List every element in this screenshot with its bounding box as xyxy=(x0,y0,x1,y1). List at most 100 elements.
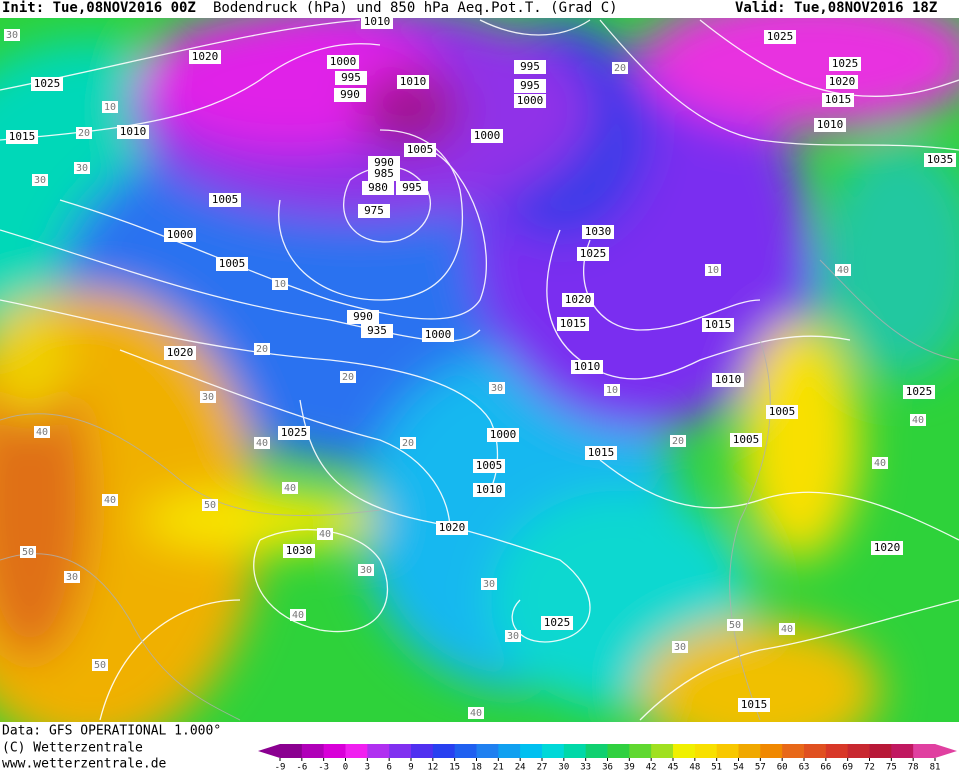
isobar-label-bg xyxy=(283,544,315,558)
theta-label: 30 xyxy=(34,175,46,186)
isobar-label: 980 xyxy=(368,181,388,194)
isobar-label-bg xyxy=(164,228,196,242)
theta-label: 40 xyxy=(781,624,793,635)
theta-label: 40 xyxy=(256,438,268,449)
theta-label-bg xyxy=(872,457,888,469)
isobar-label: 1035 xyxy=(927,153,954,166)
isobar-label: 1000 xyxy=(474,129,501,142)
colorbar-swatch xyxy=(891,744,914,758)
theta-label: 30 xyxy=(6,30,18,41)
isobar-label: 1025 xyxy=(767,30,794,43)
isobar-label-bg xyxy=(368,156,400,170)
theta-label-bg xyxy=(4,29,20,41)
theta-label-bg xyxy=(489,382,505,394)
theta-label: 50 xyxy=(729,620,741,631)
isobar-label: 1010 xyxy=(120,125,147,138)
isobar-label-bg xyxy=(562,293,594,307)
init-text: Init: Tue,08NOV2016 00Z xyxy=(2,0,196,16)
header: Init: Tue,08NOV2016 00Z Bodendruck (hPa)… xyxy=(2,0,937,16)
colorbar-tick-label: 39 xyxy=(624,763,635,770)
colorbar-tick-label: 57 xyxy=(755,763,766,770)
theta-label: 40 xyxy=(319,529,331,540)
colorbar-tick-label: -6 xyxy=(296,763,307,770)
isobar-label: 1025 xyxy=(281,426,308,439)
isobar-label: 1005 xyxy=(476,459,503,472)
theta-label: 30 xyxy=(76,163,88,174)
isobar-label-bg xyxy=(738,698,770,712)
isobar-label-bg xyxy=(514,94,546,108)
theta-label-bg xyxy=(468,707,484,719)
theta-label: 10 xyxy=(104,102,116,113)
isobar-label-bg xyxy=(712,373,744,387)
theta-label: 20 xyxy=(402,438,414,449)
colorbar-tick-label: 75 xyxy=(886,763,897,770)
colorbar-swatch xyxy=(869,744,892,758)
colorbar-swatch xyxy=(411,744,434,758)
isobar-label-bg xyxy=(871,541,903,555)
isobar-label-bg xyxy=(582,225,614,239)
theta-label-bg xyxy=(34,426,50,438)
theta-label-bg xyxy=(254,343,270,355)
colorbar-swatch xyxy=(498,744,521,758)
colorbar-swatch xyxy=(804,744,827,758)
footer: Data: GFS OPERATIONAL 1.000° (C) Wetterz… xyxy=(2,724,221,770)
isobar-label: 1010 xyxy=(476,483,503,496)
isobar-label-bg xyxy=(924,153,956,167)
isobar-label: 1030 xyxy=(286,544,313,557)
colorbar-tick-label: 81 xyxy=(930,763,941,770)
colorbar-swatch xyxy=(520,744,543,758)
colorbar-tick-label: 21 xyxy=(493,763,504,770)
isobar-label-bg xyxy=(514,79,546,93)
colorbar: -9 -6 -3 0 3 6 9 12 15 18 21 24 27 30 33 36 39 42 45 48 51 54… xyxy=(258,744,957,770)
isobar-label-bg xyxy=(473,483,505,497)
theta-label: 50 xyxy=(94,660,106,671)
colorbar-tick-label: 63 xyxy=(799,763,810,770)
colorbar-swatch xyxy=(847,744,870,758)
colorbar-swatch xyxy=(607,744,630,758)
isobar-label-bg xyxy=(557,317,589,331)
isobar-label-bg xyxy=(358,204,390,218)
isobar-label-bg xyxy=(362,181,394,195)
theta-label: 10 xyxy=(707,265,719,276)
colorbar-tick-label: 78 xyxy=(908,763,919,770)
colorbar-tick-label: 0 xyxy=(343,763,348,770)
colorbar-tick-label: 6 xyxy=(386,763,391,770)
colorbar-tick-label: 60 xyxy=(777,763,788,770)
colorbar-swatch xyxy=(585,744,608,758)
colorbar-swatch xyxy=(367,744,390,758)
isobar-label-bg xyxy=(164,346,196,360)
isobar-label-bg xyxy=(814,118,846,132)
colorbar-swatch xyxy=(913,744,936,758)
theta-label-bg xyxy=(102,101,118,113)
isobar-label-bg xyxy=(514,60,546,74)
colorbar-swatch xyxy=(280,744,303,758)
colorbar-tick-label: 66 xyxy=(820,763,831,770)
colorbar-swatch xyxy=(345,744,368,758)
data-source: Data: GFS OPERATIONAL 1.000° xyxy=(2,724,221,739)
colorbar-swatch xyxy=(694,744,718,758)
isobar-label: 1000 xyxy=(490,428,517,441)
theta-label: 40 xyxy=(36,427,48,438)
colorbar-tick-label: -3 xyxy=(318,763,329,770)
colorbar-swatch xyxy=(716,744,739,758)
theta-label-bg xyxy=(20,546,36,558)
title-text: Bodendruck (hPa) und 850 hPa Aeq.Pot.T. … xyxy=(213,0,618,16)
isobar-label: 1010 xyxy=(817,118,844,131)
colorbar-tick-label: 69 xyxy=(842,763,853,770)
isobar-label: 975 xyxy=(364,204,384,217)
theta-label: 30 xyxy=(491,383,503,394)
website: www.wetterzentrale.de xyxy=(2,757,167,770)
theta-label: 30 xyxy=(483,579,495,590)
colorbar-high-arrow xyxy=(935,744,957,758)
isobar-label: 1020 xyxy=(829,75,856,88)
colorbar-swatch xyxy=(542,744,565,758)
theta-label-bg xyxy=(705,264,721,276)
isobar-label-bg xyxy=(422,328,454,342)
theta-label: 20 xyxy=(672,436,684,447)
theta-label-bg xyxy=(779,623,795,635)
colorbar-swatch xyxy=(454,744,477,758)
